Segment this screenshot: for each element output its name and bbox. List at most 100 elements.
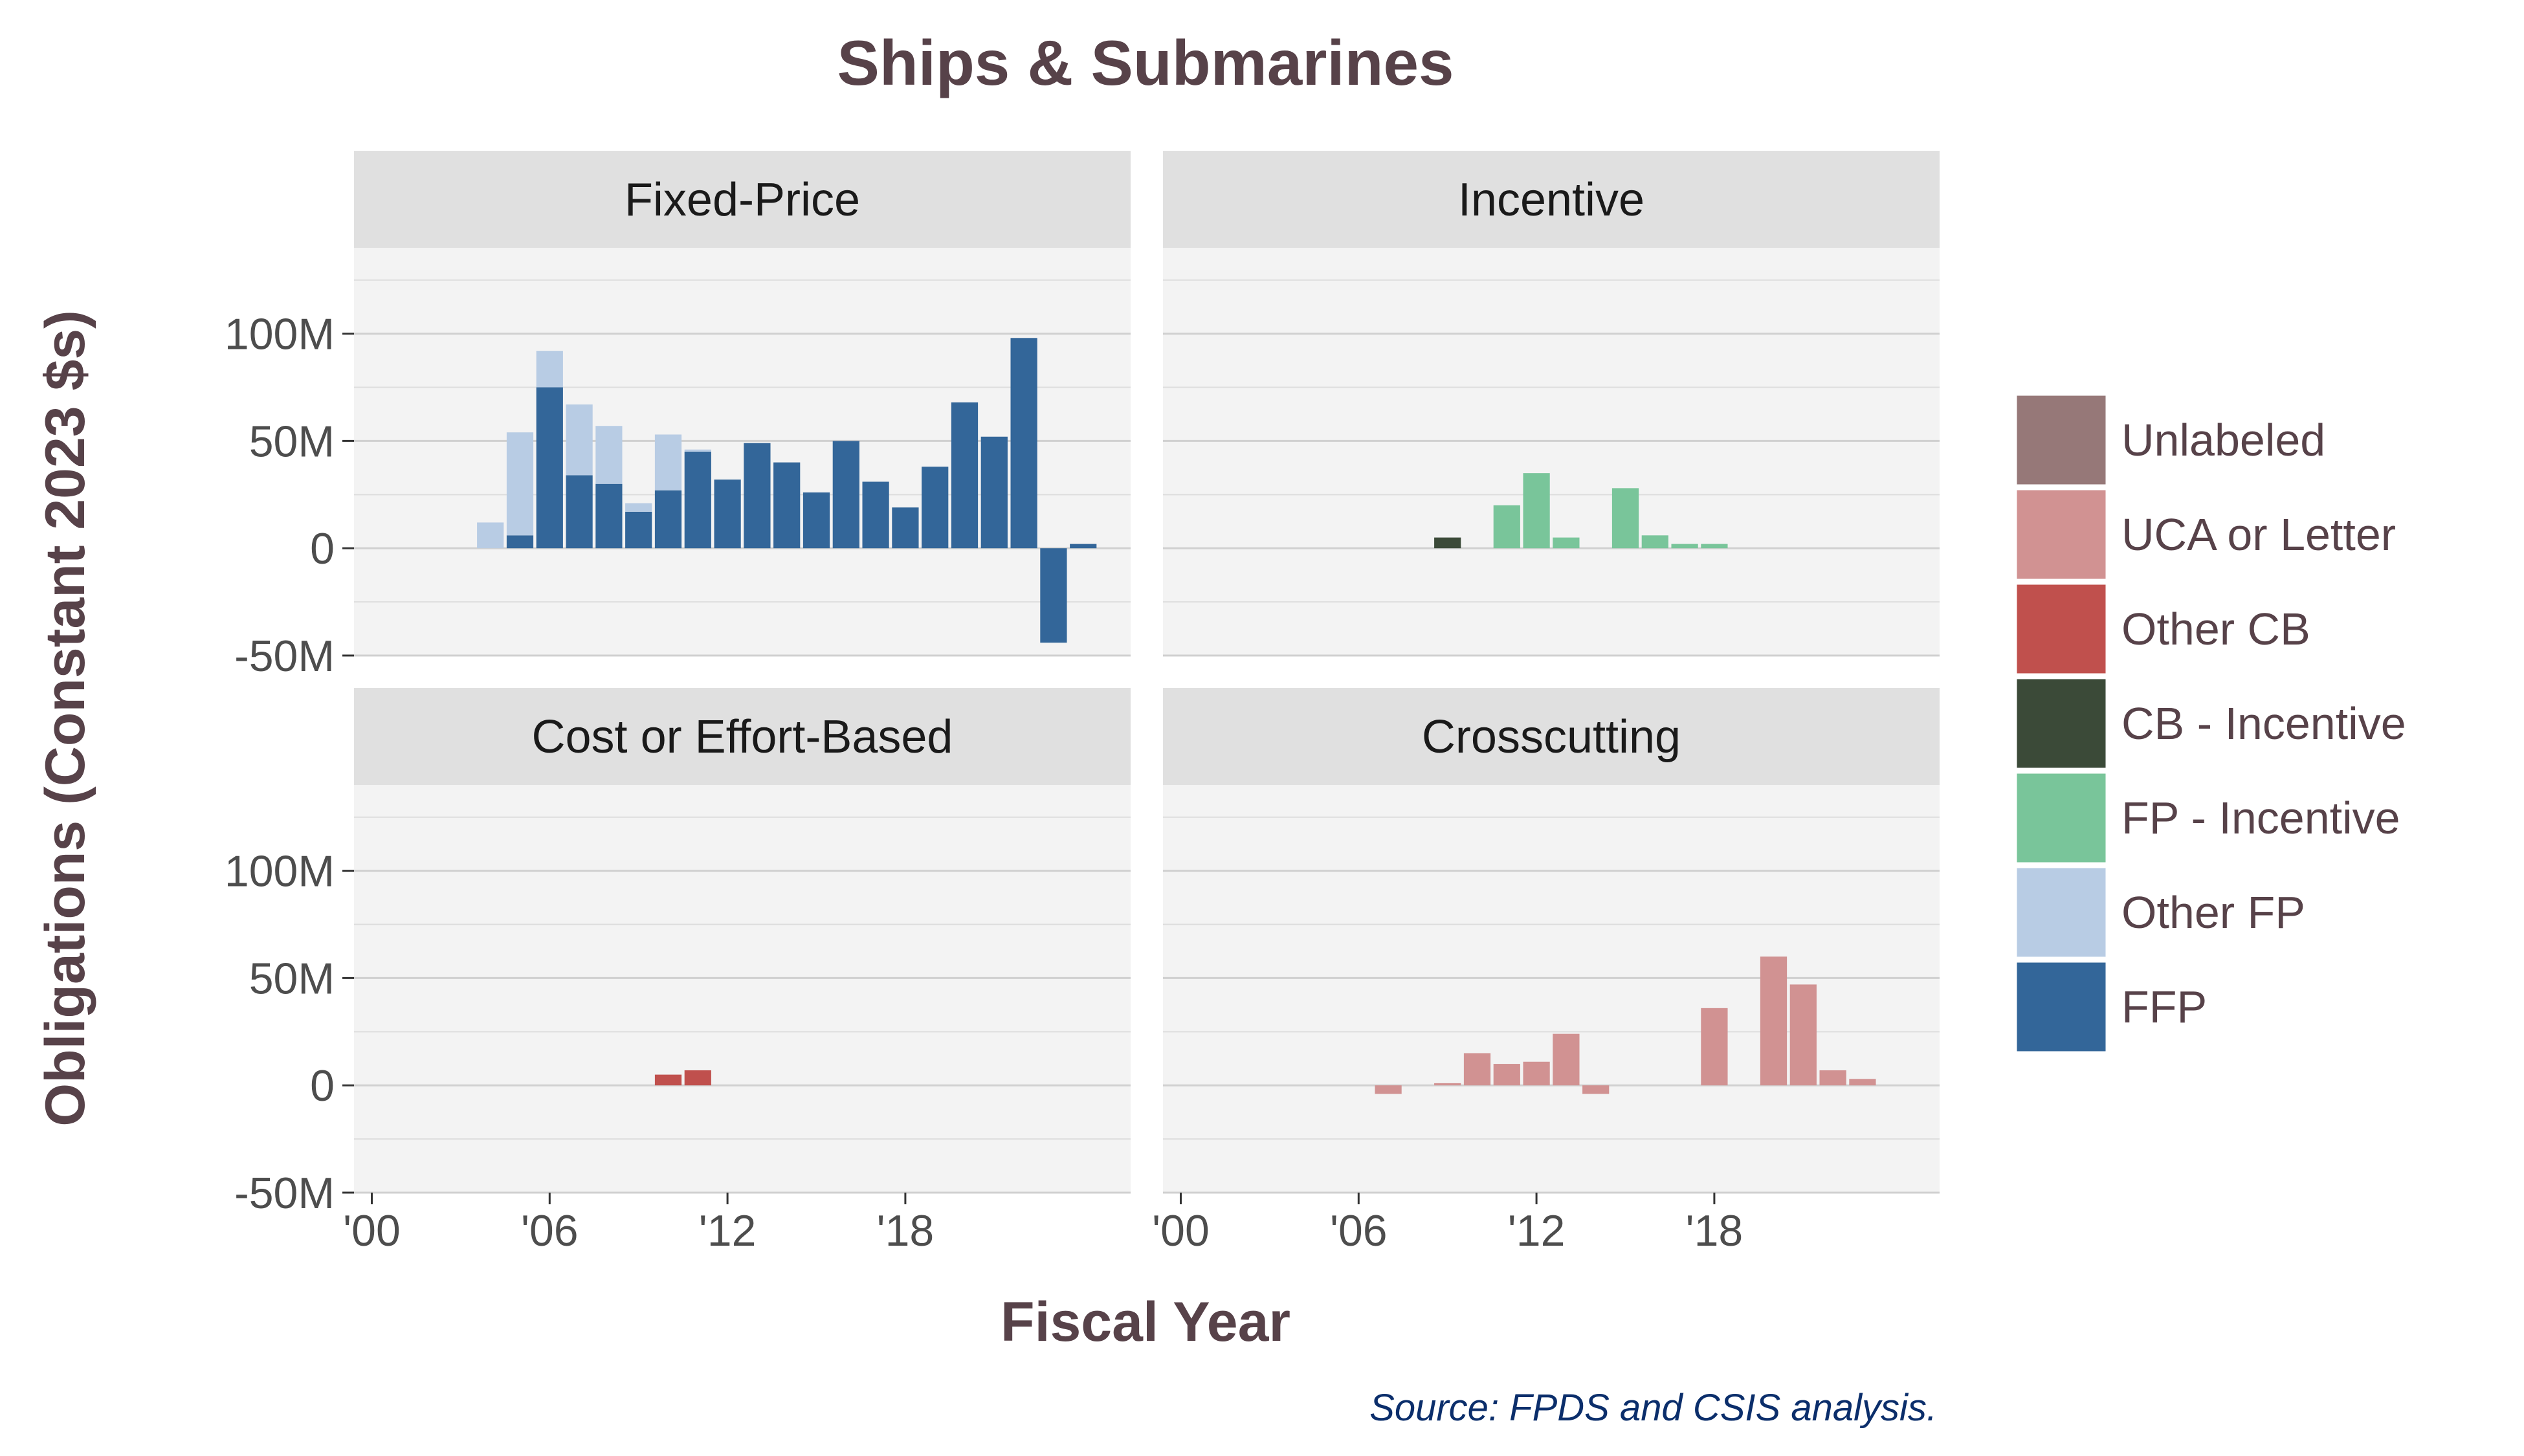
y-tick-label: 100M — [225, 310, 335, 359]
x-tick-label: '12 — [1508, 1206, 1566, 1255]
legend-item-unlabeled: Unlabeled — [2015, 393, 2325, 487]
legend-label-cb-incentive: CB - Incentive — [2121, 698, 2406, 749]
bar-cb-incentive-2009 — [1434, 537, 1461, 549]
plot-bg-incentive — [1163, 248, 1940, 656]
legend-swatch-other-fp — [2015, 866, 2108, 959]
bars-fixed-price — [477, 338, 1097, 643]
legend-item-other-fp: Other FP — [2015, 866, 2305, 959]
bar-other-fp-2007 — [566, 404, 593, 476]
y-tick-label: 0 — [310, 524, 335, 573]
bar-uca-or-letter-2014 — [1582, 1085, 1610, 1094]
y-tick-label: -50M — [234, 632, 335, 681]
bar-uca-or-letter-2012 — [1523, 1061, 1550, 1086]
strip-cost-or-effort-based — [354, 688, 1131, 785]
bar-other-fp-2009 — [625, 503, 652, 512]
x-tick-label: '00 — [1152, 1206, 1210, 1255]
legend-item-fp-incentive: FP - Incentive — [2015, 771, 2400, 865]
strip-label-fixed-price: Fixed-Price — [625, 174, 860, 226]
y-tick-label: 0 — [310, 1061, 335, 1110]
bar-ffp-2015 — [803, 492, 830, 549]
bar-ffp-2021 — [980, 436, 1008, 549]
legend-label-unlabeled: Unlabeled — [2121, 415, 2325, 465]
bar-fp-incentive-2016 — [1641, 535, 1668, 549]
bar-ffp-2009 — [625, 511, 652, 549]
bar-fp-incentive-2017 — [1671, 544, 1698, 549]
plot-bg-cost-or-effort-based — [354, 785, 1131, 1193]
bar-ffp-2020 — [951, 402, 979, 549]
panel-cost-or-effort-based: Cost or Effort-Based — [354, 688, 1131, 1194]
strip-fixed-price — [354, 151, 1131, 248]
strip-label-cost-or-effort-based: Cost or Effort-Based — [532, 711, 953, 763]
panel-crosscutting: Crosscutting — [1163, 688, 1940, 1194]
legend-swatch-ffp — [2015, 960, 2108, 1053]
legend-swatch-other-cb — [2015, 582, 2108, 676]
bar-uca-or-letter-2009 — [1434, 1083, 1461, 1086]
bar-uca-or-letter-2011 — [1493, 1064, 1520, 1086]
bar-uca-or-letter-2010 — [1463, 1053, 1491, 1086]
chart-title: Ships & Submarines — [837, 27, 1454, 98]
source-caption: Source: FPDS and CSIS analysis. — [1369, 1387, 1937, 1429]
bars-crosscutting — [1375, 956, 1876, 1094]
bar-ffp-2011 — [684, 452, 711, 549]
x-axis-title: Fiscal Year — [1001, 1291, 1290, 1353]
bar-other-fp-2011 — [684, 449, 711, 452]
legend-label-fp-incentive: FP - Incentive — [2121, 793, 2400, 843]
y-tick-label: -50M — [234, 1169, 335, 1218]
legend-swatch-unlabeled — [2015, 393, 2108, 487]
bar-fp-incentive-2013 — [1553, 537, 1580, 549]
legend-label-ffp: FFP — [2121, 982, 2207, 1032]
bars-incentive — [1434, 473, 1728, 549]
bar-other-fp-2008 — [595, 426, 623, 484]
bar-ffp-2012 — [714, 480, 741, 549]
bars-cost-or-effort-based — [654, 1070, 711, 1086]
x-tick-label: '06 — [521, 1206, 579, 1255]
bar-uca-or-letter-2023 — [1849, 1079, 1876, 1086]
bar-other-cb-2010 — [654, 1074, 682, 1086]
bar-ffp-2016 — [832, 441, 859, 549]
x-tick-label: '00 — [343, 1206, 401, 1255]
bar-ffp-2018 — [892, 507, 919, 549]
bar-ffp-2022 — [1010, 338, 1037, 549]
bar-other-fp-2006 — [536, 351, 563, 388]
bar-ffp-2014 — [773, 462, 801, 549]
legend-swatch-cb-incentive — [2015, 677, 2108, 770]
bar-fp-incentive-2015 — [1611, 488, 1639, 549]
bar-ffp-2006 — [536, 387, 563, 549]
bar-other-fp-2005 — [506, 432, 534, 536]
bar-fp-incentive-2018 — [1701, 544, 1728, 549]
panel-fixed-price: Fixed-Price — [354, 151, 1131, 657]
legend-label-uca-or-letter: UCA or Letter — [2121, 509, 2396, 560]
bar-uca-or-letter-2018 — [1701, 1008, 1728, 1086]
bar-other-fp-2010 — [654, 434, 682, 491]
y-tick-label: 100M — [225, 847, 335, 896]
y-tick-label: 50M — [249, 417, 335, 466]
bar-fp-incentive-2012 — [1523, 473, 1550, 549]
bar-uca-or-letter-2020 — [1760, 956, 1788, 1086]
bar-ffp-2010 — [654, 490, 682, 549]
strip-label-incentive: Incentive — [1458, 174, 1644, 226]
y-tick-label: 50M — [249, 954, 335, 1003]
panel-incentive: Incentive — [1163, 151, 1940, 657]
bar-uca-or-letter-2007 — [1375, 1085, 1402, 1094]
bar-ffp-2007 — [566, 475, 593, 549]
legend-item-uca-or-letter: UCA or Letter — [2015, 488, 2396, 581]
strip-crosscutting — [1163, 688, 1940, 785]
bar-uca-or-letter-2013 — [1553, 1033, 1580, 1086]
y-axis-title: Obligations (Constant 2023 $s) — [34, 310, 96, 1127]
axes: -50M 0 50M 100M -50M 0 50M 100M '00 '06 '12 '18 '00 '… — [225, 310, 1743, 1255]
x-tick-label: '18 — [1686, 1206, 1744, 1255]
legend-swatch-uca-or-letter — [2015, 488, 2108, 581]
x-tick-label: '18 — [877, 1206, 935, 1255]
bar-ffp-2017 — [862, 481, 889, 549]
legend-label-other-fp: Other FP — [2121, 887, 2305, 938]
strip-incentive — [1163, 151, 1940, 248]
bar-other-fp-2004 — [477, 522, 504, 549]
x-tick-label: '12 — [699, 1206, 757, 1255]
bar-uca-or-letter-2022 — [1819, 1070, 1846, 1086]
legend-swatch-fp-incentive — [2015, 771, 2108, 865]
bar-fp-incentive-2011 — [1493, 505, 1520, 549]
bar-ffp-2008 — [595, 483, 623, 549]
bar-ffp-2013 — [744, 443, 771, 549]
bar-ffp-2023 — [1040, 548, 1067, 643]
